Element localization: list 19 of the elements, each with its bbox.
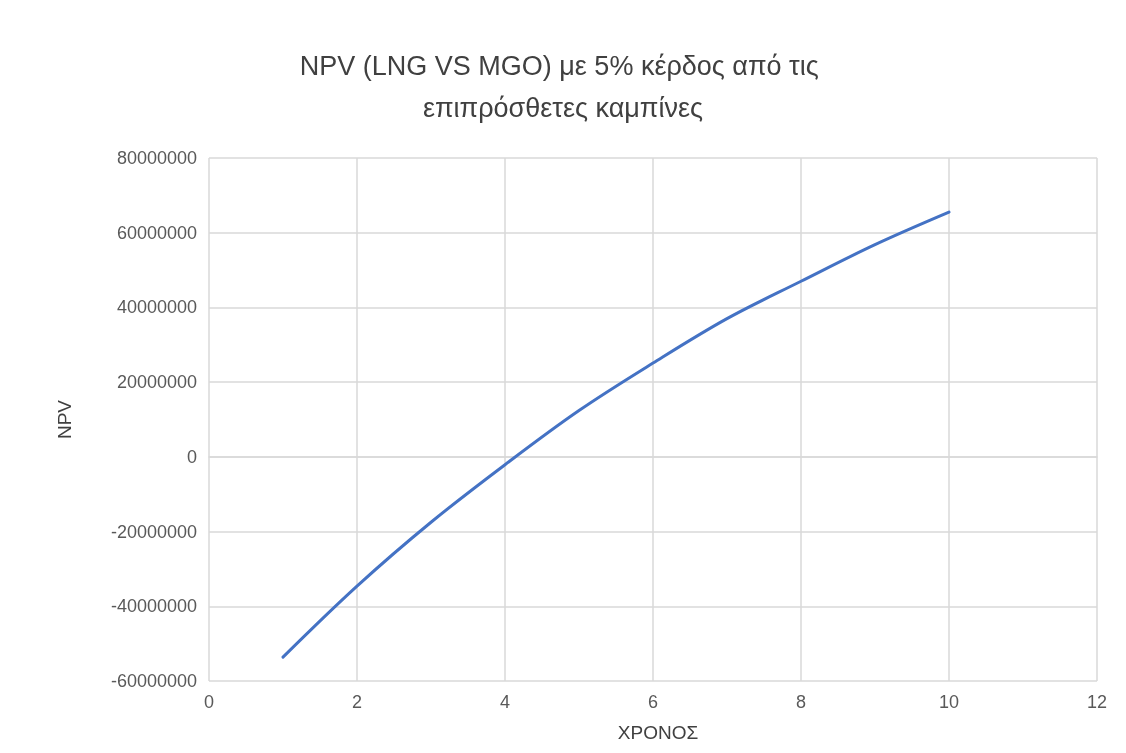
y-tick-label: -40000000 bbox=[110, 596, 197, 617]
y-tick-label: 80000000 bbox=[116, 148, 197, 168]
x-tick-label: 2 bbox=[351, 692, 363, 712]
y-tick-label: -20000000 bbox=[110, 521, 197, 542]
x-axis-title: ΧΡΟΝΟΣ bbox=[617, 722, 699, 743]
y-tick-label: 20000000 bbox=[116, 372, 197, 393]
y-tick-label: 60000000 bbox=[116, 222, 197, 243]
y-axis-title: NPV bbox=[54, 399, 75, 440]
x-tick-label: 0 bbox=[203, 692, 215, 712]
line-series bbox=[281, 210, 951, 659]
chart-title: NPV (LNG VS MGO) με 5% κέρδος από τις επιπρόσθετες καμπίνες bbox=[299, 51, 827, 123]
x-tick-label: 10 bbox=[938, 692, 960, 712]
x-tick-label: 4 bbox=[499, 692, 511, 712]
x-tick-label: 8 bbox=[795, 692, 807, 712]
y-tick-label: 0 bbox=[186, 446, 197, 467]
x-tick-label: 6 bbox=[647, 692, 659, 712]
y-tick-label: -60000000 bbox=[110, 671, 197, 691]
y-tick-label: 40000000 bbox=[116, 297, 197, 318]
x-tick-label: 12 bbox=[1086, 692, 1108, 712]
